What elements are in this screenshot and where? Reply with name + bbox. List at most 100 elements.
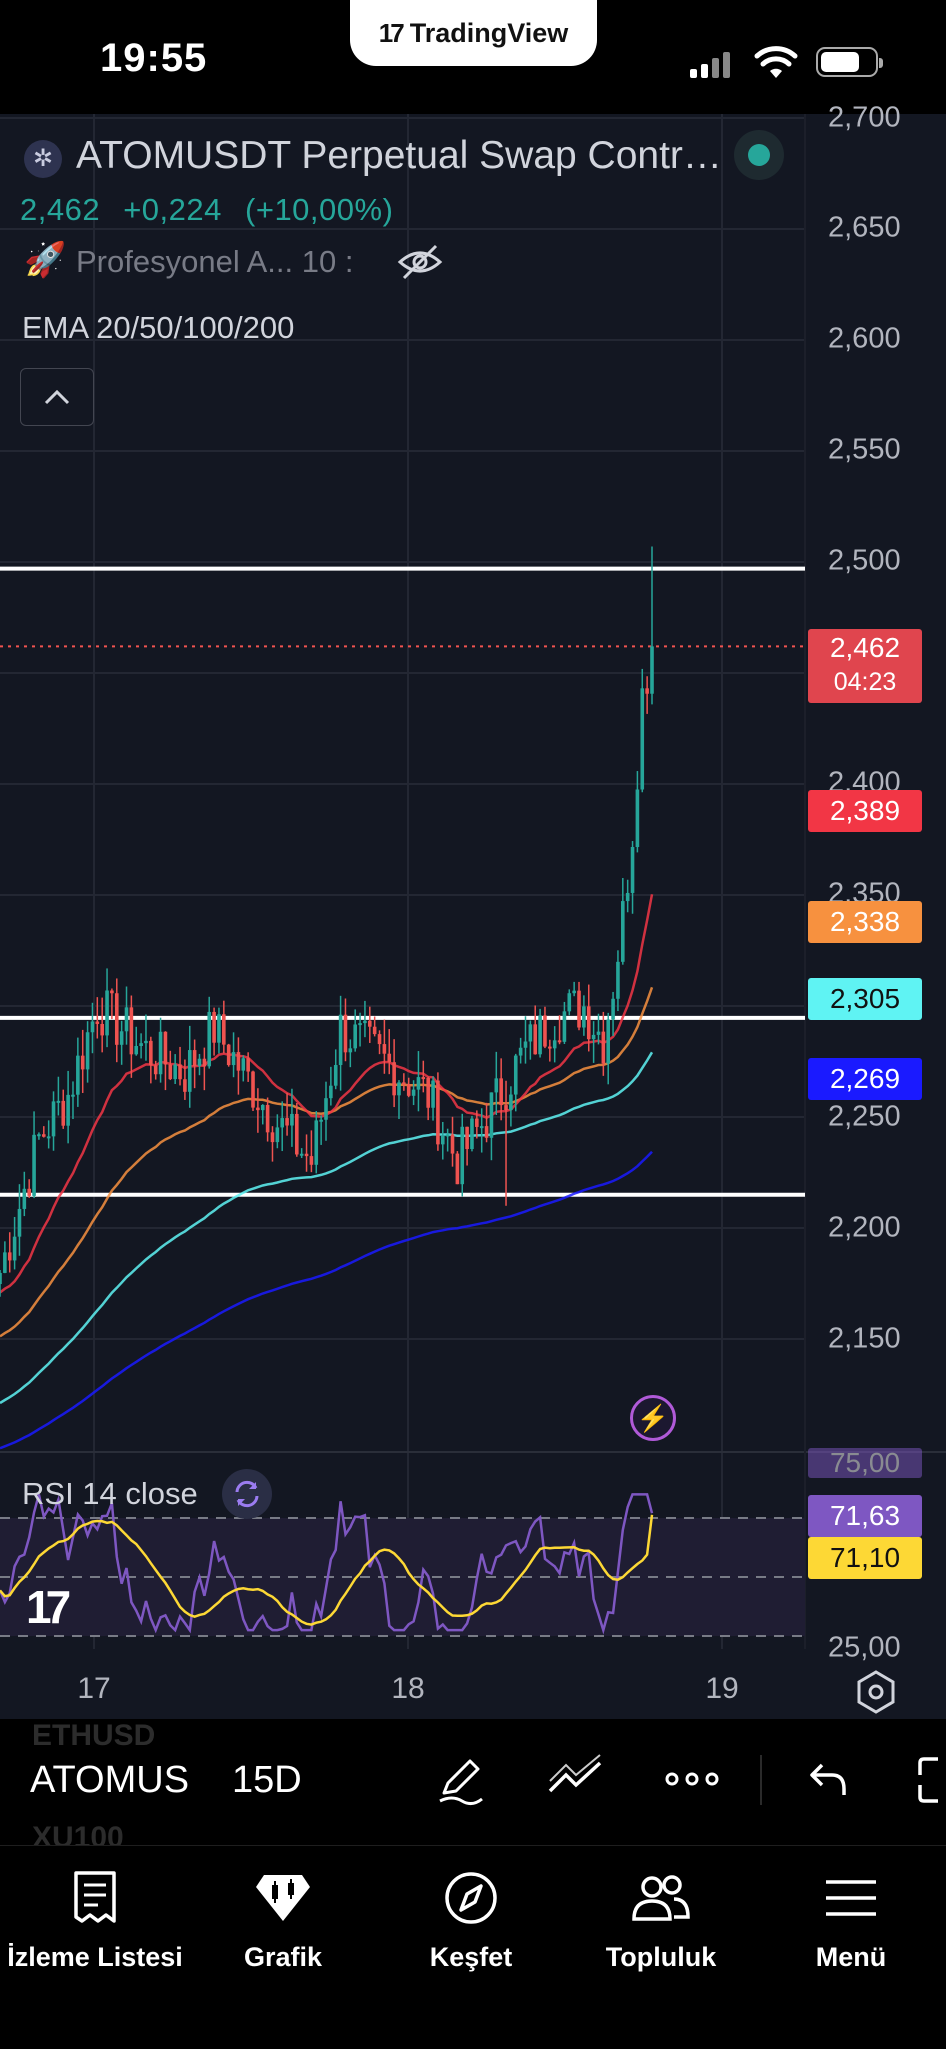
tab-community[interactable]: Topluluk xyxy=(566,1864,756,1973)
candle-body xyxy=(85,1032,90,1070)
candle-body xyxy=(329,1085,333,1099)
candle-body xyxy=(465,1126,469,1150)
candle-body xyxy=(557,1040,562,1043)
ema-line xyxy=(0,1051,654,1405)
undo-icon[interactable] xyxy=(806,1757,850,1801)
tradingview-pill[interactable]: 17 TradingView xyxy=(350,0,597,66)
candle-body xyxy=(27,1188,31,1196)
candle-body xyxy=(616,961,620,999)
price-chart[interactable] xyxy=(0,114,946,1719)
candle-body xyxy=(625,892,630,902)
candle-body xyxy=(377,1034,382,1045)
candle-body xyxy=(319,1119,323,1122)
candle-body xyxy=(567,993,572,1012)
candle-body xyxy=(76,1055,80,1095)
rsi-value-label: 71,63 xyxy=(808,1495,922,1537)
candle-body xyxy=(431,1080,435,1108)
eye-off-icon[interactable] xyxy=(396,242,444,282)
price-tick: 2,500 xyxy=(828,544,901,577)
candle-body xyxy=(100,1023,104,1036)
candle-body xyxy=(421,1077,426,1080)
last-price-value: 2,462 xyxy=(829,632,901,663)
toolbar-divider xyxy=(760,1755,762,1805)
time-tick: 17 xyxy=(77,1672,111,1705)
candle-body xyxy=(66,1094,70,1126)
candle-body xyxy=(299,1153,304,1156)
time-tick: 18 xyxy=(391,1672,425,1705)
candle-body xyxy=(285,1118,289,1126)
candle-body xyxy=(397,1082,401,1096)
candle-body xyxy=(80,1055,85,1070)
chart-area[interactable]: ✲ ATOMUSDT Perpetual Swap Contr… 2,462 +… xyxy=(0,102,946,1719)
candle-body xyxy=(367,1020,372,1027)
tradingview-watermark-icon: 17 xyxy=(26,1581,71,1633)
candle-body xyxy=(353,1024,357,1049)
ema-line xyxy=(0,1150,653,1450)
more-icon[interactable] xyxy=(664,1767,720,1791)
ema-lines xyxy=(0,894,654,1450)
rsi-panel xyxy=(0,1517,805,1637)
candle-body xyxy=(518,1047,523,1056)
candle-body xyxy=(46,1136,51,1139)
price-tick: 2,650 xyxy=(828,211,901,244)
candle-body xyxy=(222,1014,226,1045)
candle-body xyxy=(241,1058,246,1071)
tab-menu[interactable]: Menü xyxy=(756,1864,946,1973)
symbol-selector[interactable]: ATOMUSDT xyxy=(30,1759,192,1801)
candle-body xyxy=(499,1078,503,1106)
candle-body xyxy=(183,1079,187,1092)
candle-body xyxy=(56,1100,61,1103)
tab-chart[interactable]: Grafik xyxy=(188,1864,378,1973)
candle-body xyxy=(650,646,654,694)
tab-explore[interactable]: Keşfet xyxy=(376,1864,566,1973)
support-resistance-lines xyxy=(0,566,805,1197)
tab-label: Menü xyxy=(815,1942,887,1972)
price-tick: 2,550 xyxy=(828,433,901,466)
candle-body xyxy=(621,901,625,962)
candle-body xyxy=(372,1026,377,1035)
candle-body xyxy=(144,1040,148,1044)
lightning-alert-button[interactable]: ⚡ xyxy=(630,1395,676,1441)
candle-body xyxy=(358,1023,362,1026)
price-change-pct: (+10,00%) xyxy=(245,192,394,227)
candle-body xyxy=(280,1118,285,1128)
tradingview-brand: TradingView xyxy=(409,17,569,48)
rsi-line xyxy=(0,1493,654,1635)
tab-watchlist[interactable]: İzleme Listesi xyxy=(0,1864,190,1973)
candle-body xyxy=(158,1031,163,1075)
indicators-icon[interactable] xyxy=(546,1751,606,1807)
compass-icon xyxy=(445,1872,497,1924)
candle-body xyxy=(314,1120,319,1165)
rsi-legend[interactable]: RSI 14 close xyxy=(22,1476,198,1511)
candle-body xyxy=(387,1053,392,1063)
indicator-legend[interactable]: 🚀 Profesyonel A... 10 : xyxy=(24,241,353,280)
candle-body xyxy=(523,1041,528,1048)
refresh-icon[interactable] xyxy=(222,1469,272,1519)
candle-body xyxy=(528,1024,533,1042)
fullscreen-icon[interactable] xyxy=(918,1755,946,1805)
candle-body xyxy=(338,1014,343,1066)
candle-body xyxy=(343,1014,348,1053)
candle-body xyxy=(577,990,581,1028)
candle-body xyxy=(596,1031,601,1035)
rocket-icon: 🚀 xyxy=(24,241,67,279)
ema-legend[interactable]: EMA 20/50/100/200 xyxy=(22,310,295,345)
settings-hexagon-icon[interactable] xyxy=(852,1668,900,1716)
symbol-title[interactable]: ATOMUSDT Perpetual Swap Contr… xyxy=(76,134,722,177)
last-price: 2,462 xyxy=(20,192,101,227)
candle-body xyxy=(611,998,615,1020)
candle-body xyxy=(309,1156,314,1165)
candle-body xyxy=(71,1094,75,1097)
candle-body xyxy=(416,1077,421,1090)
collapse-legend-button[interactable] xyxy=(20,368,94,426)
candle-body xyxy=(635,789,640,848)
candle-body xyxy=(295,1113,299,1155)
pen-drawing-icon[interactable] xyxy=(432,1751,488,1807)
interval-selector[interactable]: 15D xyxy=(232,1759,302,1801)
candle-body xyxy=(246,1058,250,1072)
price-tick: 2,700 xyxy=(828,101,901,134)
market-status-indicator[interactable] xyxy=(734,130,784,180)
candle-body xyxy=(548,1046,552,1049)
candle-body xyxy=(582,1006,586,1028)
ema50-label: 2,338 xyxy=(808,901,922,943)
